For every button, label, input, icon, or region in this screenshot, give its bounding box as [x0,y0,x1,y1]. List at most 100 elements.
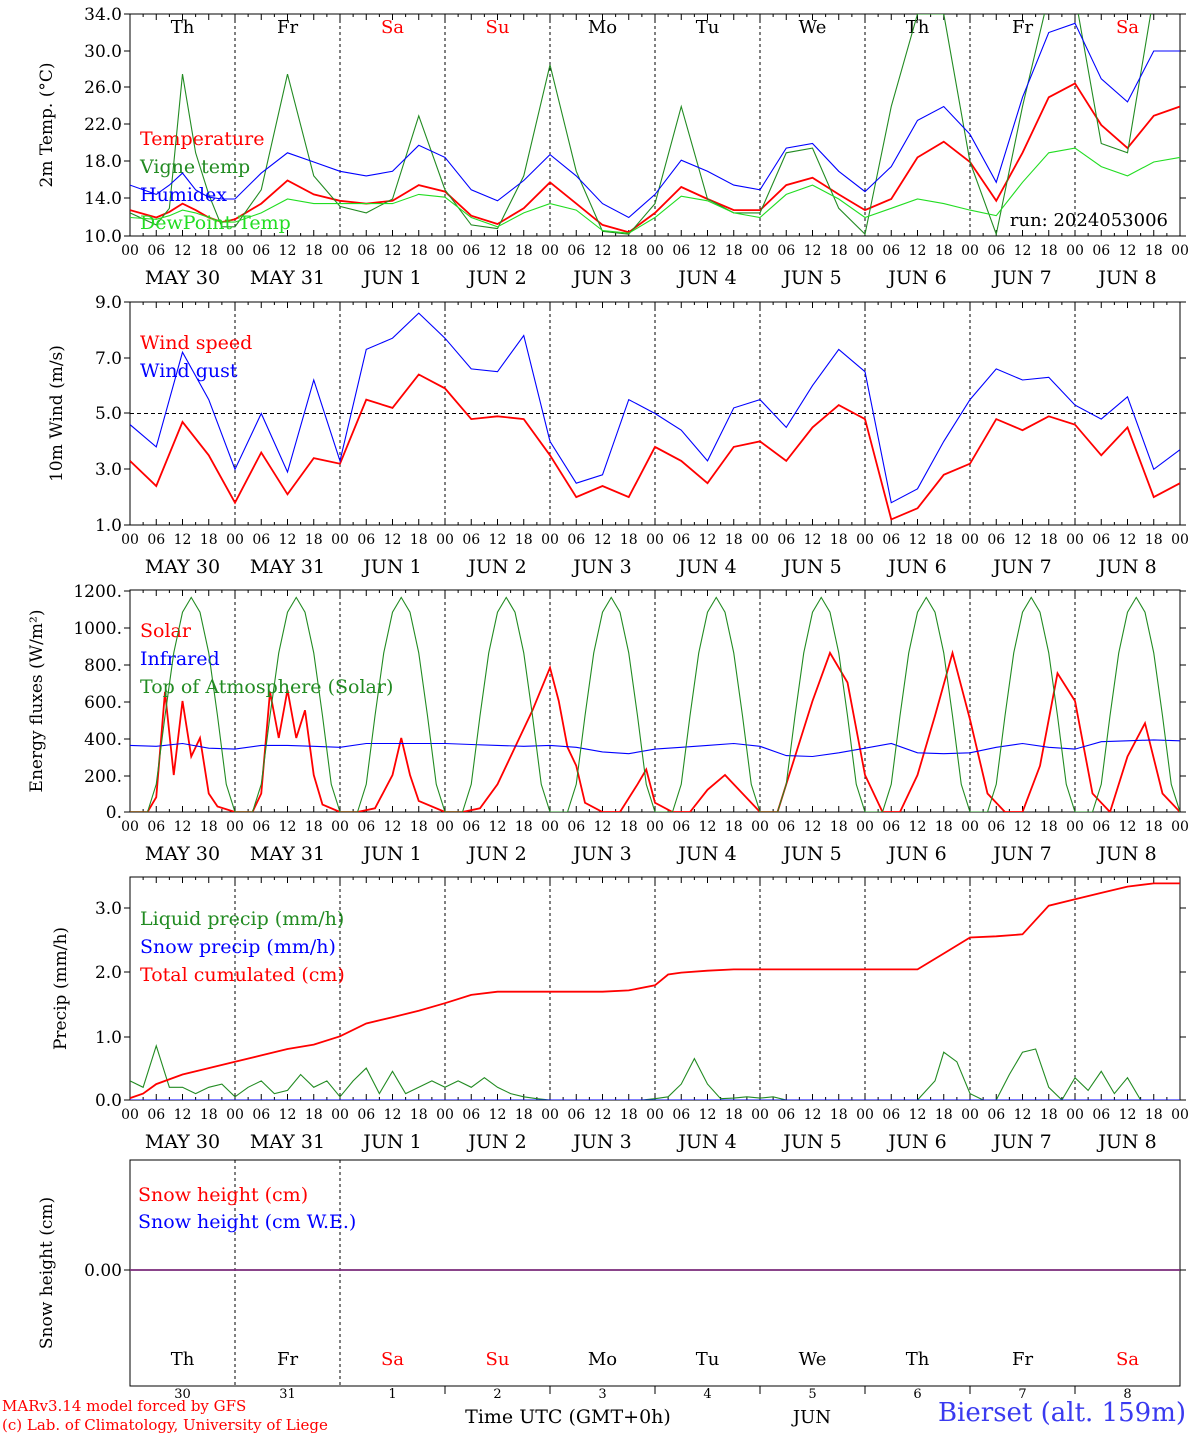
hour-tick-label: 06 [987,819,1005,835]
hour-tick-label: 06 [987,1107,1005,1123]
hour-tick-label: 18 [830,532,848,548]
y-tick-label: 800. [84,656,122,676]
date-label: JUN 8 [1096,267,1156,289]
y-tick-label: 0.00 [84,1261,122,1281]
hour-tick-label: 06 [1092,532,1110,548]
weekday-label: We [799,17,827,38]
weekday-label: Su [486,1349,510,1370]
hour-tick-label: 18 [935,819,953,835]
date-label: JUN 4 [676,1131,736,1153]
date-label: JUN 3 [571,556,631,578]
series-line [130,882,1180,1099]
hour-tick-label: 06 [462,243,480,259]
hour-tick-label: 18 [200,243,218,259]
y-tick-label: 5.0 [95,404,122,424]
y-tick-label: 2.0 [95,963,122,983]
hour-tick-label: 06 [147,243,165,259]
hour-tick-label: 12 [699,1107,717,1123]
legend-entry: Snow precip (mm/h) [140,936,336,958]
date-label: JUN 5 [781,556,841,578]
hour-tick-label: 18 [620,532,638,548]
date-label: JUN 5 [781,843,841,865]
hour-tick-label: 06 [147,532,165,548]
hour-tick-label: 06 [252,532,270,548]
y-tick-label: 1.0 [95,1028,122,1048]
hour-tick-label: 06 [1092,819,1110,835]
date-label: JUN 4 [676,556,736,578]
panel-1: 10.0 14.0 18.0 22.0 26.0 30.0 34.0 2m Temp. (°C… [37,5,1189,289]
hour-tick-label: 12 [804,819,822,835]
hour-tick-label: 00 [436,532,454,548]
hour-tick-label: 06 [987,532,1005,548]
hour-tick-label: 06 [147,1107,165,1123]
hour-tick-label: 12 [279,243,297,259]
hour-tick-label: 18 [1040,1107,1058,1123]
hour-tick-label: 00 [856,532,874,548]
hour-tick-label: 18 [200,1107,218,1123]
date-label: JUN 2 [466,267,526,289]
hour-tick-label: 18 [725,532,743,548]
hour-tick-label: 18 [725,819,743,835]
date-label: MAY 30 [145,267,220,289]
date-label: JUN 2 [466,1131,526,1153]
date-label: JUN 7 [991,556,1051,578]
hour-tick-label: 18 [305,532,323,548]
series-line [130,82,1180,234]
y-axis-label: Precip (mm/h) [51,927,71,1050]
hour-tick-label: 00 [1066,243,1084,259]
hour-tick-label: 18 [1040,532,1058,548]
hour-tick-label: 00 [751,243,769,259]
date-label: JUN 6 [886,1131,946,1153]
hour-tick-label: 06 [672,532,690,548]
hour-tick-label: 06 [567,819,585,835]
hour-tick-label: 00 [226,1107,244,1123]
hour-tick-label: 00 [1066,1107,1084,1123]
time-axis-label: Time UTC (GMT+0h) [465,1406,671,1428]
weekday-label: Su [486,17,510,38]
legend-entry: Top of Atmosphere (Solar) [140,676,393,698]
hour-tick-label: 00 [331,1107,349,1123]
hour-tick-label: 00 [541,819,559,835]
hour-tick-label: 06 [567,532,585,548]
hour-tick-label: 18 [305,819,323,835]
y-tick-label: 0. [106,803,122,823]
hour-tick-label: 12 [489,532,507,548]
date-label: MAY 30 [145,843,220,865]
date-label: JUN 3 [571,1131,631,1153]
hour-tick-label: 12 [489,243,507,259]
hour-tick-label: 00 [856,1107,874,1123]
legend-entry: Liquid precip (mm/h) [140,908,344,930]
hour-tick-label: 00 [541,243,559,259]
hour-tick-label: 18 [305,1107,323,1123]
panel-4: 0.0 1.0 2.0 3.0 Precip (mm/h) 00 06 12 18 00 06 12 1… [51,876,1189,1153]
series-line [130,739,1180,758]
legend-entry: Solar [140,620,192,642]
y-axis-label: 10m Wind (m/s) [47,345,67,482]
hour-tick-label: 12 [1119,532,1137,548]
date-label: JUN 2 [466,843,526,865]
legend-entry: Wind gust [140,360,238,382]
date-label: JUN 5 [781,1131,841,1153]
hour-tick-label: 12 [174,243,192,259]
legend-entry: DewPoint Temp [140,212,291,234]
legend-entry: Temperature [140,128,264,150]
date-label: JUN 4 [676,267,736,289]
hour-tick-label: 06 [777,532,795,548]
hour-tick-label: 00 [646,243,664,259]
hour-tick-label: 12 [279,819,297,835]
hour-tick-label: 06 [672,1107,690,1123]
legend-entry: Infrared [140,648,220,670]
date-label: JUN 5 [781,267,841,289]
hour-tick-label: 18 [1145,243,1163,259]
series-line [130,22,1180,219]
hour-tick-label: 12 [384,1107,402,1123]
hour-tick-label: 18 [515,1107,533,1123]
hour-tick-label: 06 [777,819,795,835]
hour-tick-label: 12 [384,243,402,259]
hour-tick-label: 00 [1066,819,1084,835]
hour-tick-label: 18 [620,819,638,835]
hour-tick-label: 00 [436,819,454,835]
hour-tick-label: 00 [1171,532,1189,548]
hour-tick-label: 12 [174,1107,192,1123]
hour-tick-label: 18 [725,1107,743,1123]
